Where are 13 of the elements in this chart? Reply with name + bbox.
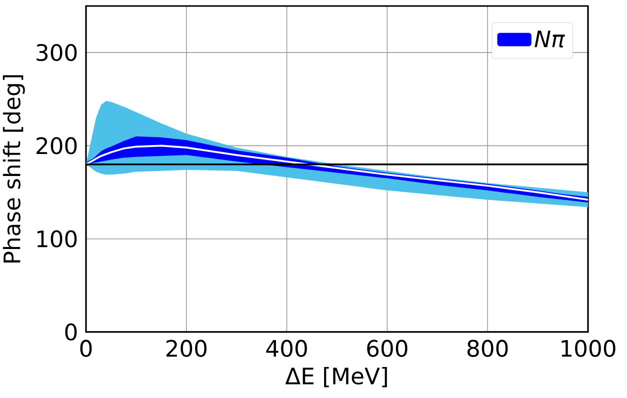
- y-axis-title: Phase shift [deg]: [2, 75, 25, 262]
- x-tick-label: 0: [80, 340, 92, 357]
- x-tick-label: 800: [468, 340, 508, 357]
- y-tick-label: 100: [37, 230, 77, 248]
- x-axis-title: ΔE [MeV]: [285, 366, 387, 388]
- y-tick-label: 200: [36, 137, 77, 154]
- x-tick-label: 600: [367, 340, 408, 357]
- x-tick-label: 200: [166, 340, 207, 357]
- legend-label: Nπ: [534, 30, 565, 48]
- x-tick-label: 1000: [562, 340, 616, 357]
- y-tick-label: 300: [36, 44, 77, 62]
- x-tick-label: 400: [266, 340, 307, 357]
- y-tick-label: 0: [65, 323, 77, 341]
